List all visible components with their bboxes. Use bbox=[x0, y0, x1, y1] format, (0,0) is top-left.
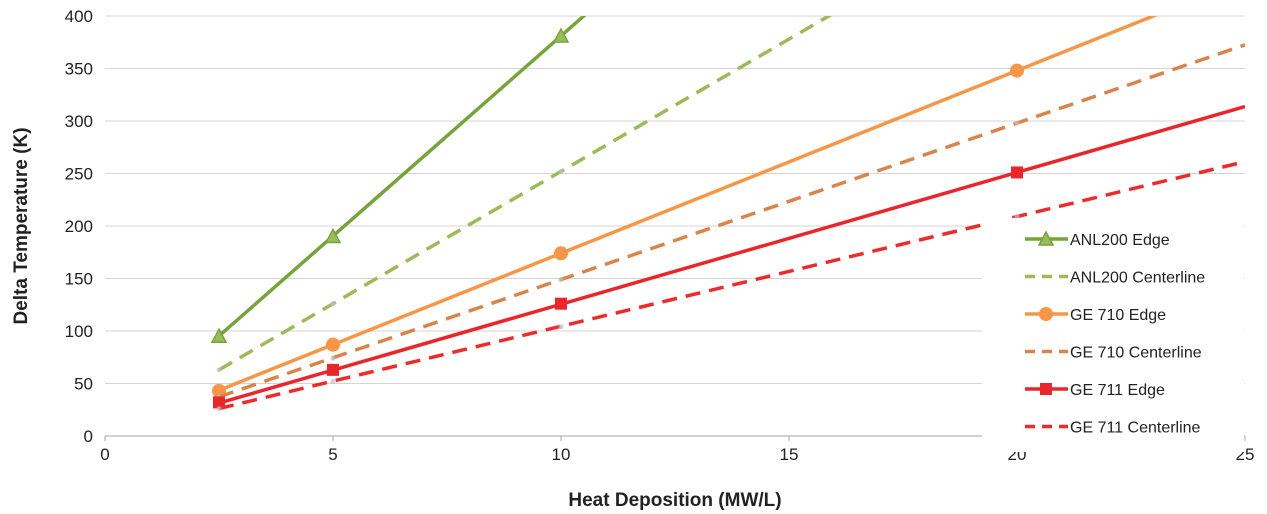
data-point bbox=[555, 297, 567, 310]
series-anl200-centerline bbox=[218, 16, 833, 372]
x-tick-label: 5 bbox=[328, 445, 337, 464]
y-tick-label: 100 bbox=[65, 322, 93, 341]
legend-label: GE 711 Centerline bbox=[1070, 420, 1201, 437]
legend-label: GE 710 Edge bbox=[1070, 307, 1166, 324]
legend-marker bbox=[1040, 383, 1052, 395]
series-points-ge-711-centerline bbox=[216, 214, 1020, 412]
series-line-ge-711-edge bbox=[218, 104, 1245, 405]
data-point bbox=[1014, 120, 1020, 126]
legend-item-ge-711-centerline: GE 711 Centerline bbox=[1025, 420, 1201, 437]
data-point bbox=[1011, 166, 1023, 179]
series-ge-710-centerline bbox=[218, 43, 1245, 399]
series-ge-710-edge bbox=[218, 16, 1158, 392]
series-line-ge-710-edge bbox=[218, 16, 1158, 392]
y-axis-label: Delta Temperature (K) bbox=[11, 127, 32, 324]
series-line-ge-710-centerline bbox=[218, 43, 1245, 399]
data-point bbox=[1014, 214, 1020, 220]
legend-item-ge-710-centerline: GE 710 Centerline bbox=[1025, 345, 1202, 362]
plot-area bbox=[210, 16, 1245, 412]
x-tick-label: 10 bbox=[552, 445, 571, 464]
data-point bbox=[326, 337, 340, 352]
x-tick-label: 0 bbox=[100, 445, 109, 464]
series-points-ge-711-edge bbox=[213, 166, 1023, 409]
legend: ANL200 Edge ANL200 Centerline GE 710 Edge G… bbox=[982, 218, 1244, 452]
legend-marker bbox=[1037, 230, 1055, 246]
legend-item-ge-710-edge: GE 710 Edge bbox=[1025, 307, 1166, 324]
data-point bbox=[324, 227, 342, 244]
legend-label: GE 710 Centerline bbox=[1070, 345, 1202, 362]
y-tick-label: 0 bbox=[84, 427, 93, 446]
data-point bbox=[210, 327, 228, 343]
y-axis: 0 50 100 150 200 250 300 350 400 bbox=[65, 7, 93, 446]
legend-item-ge-711-edge: GE 711 Edge bbox=[1025, 382, 1165, 399]
series-anl200-edge bbox=[217, 16, 587, 338]
series-line-anl200-edge bbox=[217, 16, 587, 338]
data-point bbox=[554, 246, 568, 261]
data-point bbox=[330, 378, 336, 384]
grid-lines bbox=[105, 15, 1245, 384]
legend-marker bbox=[1039, 307, 1053, 321]
legend-item-anl200-edge: ANL200 Edge bbox=[1025, 230, 1170, 249]
y-tick-label: 200 bbox=[65, 217, 93, 236]
data-point bbox=[558, 277, 564, 283]
data-point bbox=[327, 363, 339, 376]
series-points-anl200-centerline bbox=[216, 168, 564, 373]
y-tick-label: 250 bbox=[65, 165, 93, 184]
y-tick-label: 400 bbox=[65, 7, 93, 26]
y-tick-label: 150 bbox=[65, 270, 93, 289]
data-point bbox=[1010, 63, 1024, 78]
data-point bbox=[558, 168, 564, 174]
data-point bbox=[216, 367, 222, 373]
data-point bbox=[213, 396, 225, 409]
legend-label: GE 711 Edge bbox=[1070, 382, 1165, 399]
x-axis-label: Heat Deposition (MW/L) bbox=[568, 490, 781, 511]
x-tick-label: 15 bbox=[780, 445, 799, 464]
series-line-ge-711-centerline bbox=[218, 159, 1245, 411]
legend-item-anl200-centerline: ANL200 Centerline bbox=[1025, 270, 1205, 287]
series-ge-711-edge bbox=[218, 104, 1245, 405]
data-point bbox=[216, 406, 222, 412]
data-point bbox=[330, 301, 336, 307]
y-tick-label: 300 bbox=[65, 112, 93, 131]
series-points-anl200-edge bbox=[210, 27, 570, 343]
series-line-anl200-centerline bbox=[218, 16, 833, 372]
y-tick-label: 350 bbox=[65, 60, 93, 79]
legend-background bbox=[982, 218, 1244, 452]
series-ge-711-centerline bbox=[218, 159, 1245, 411]
y-tick-label: 50 bbox=[74, 375, 93, 394]
data-point bbox=[558, 324, 564, 330]
legend-label: ANL200 Centerline bbox=[1070, 270, 1205, 287]
data-point bbox=[552, 27, 570, 43]
legend-label: ANL200 Edge bbox=[1070, 232, 1170, 249]
data-point bbox=[330, 355, 336, 361]
